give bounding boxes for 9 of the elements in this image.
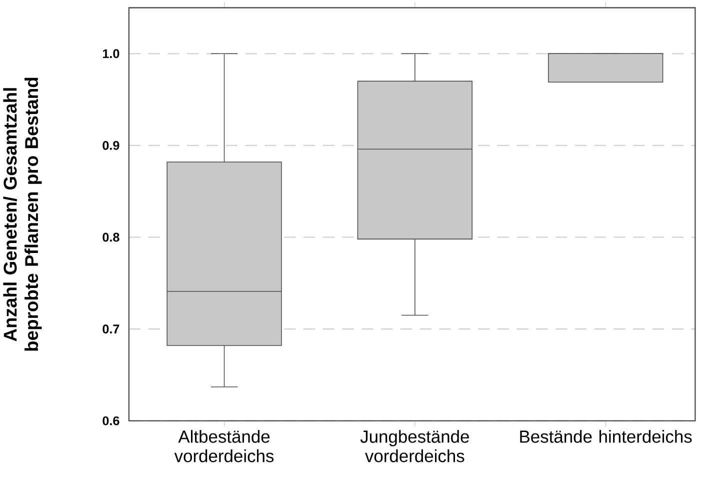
x-tick-label: Altbestände vorderdeichs [174,430,274,462]
x-tick-label: Jungbestände vorderdeichs [360,430,469,462]
y-tick-label: 0.8 [102,232,120,242]
y-axis-title: Anzahl Geneten/ Gesamtzahl beprobte Pflanzen pro Bestand [3,78,42,351]
y-tick-label: 1.0 [102,49,120,58]
y-tick-label: 0.7 [102,324,120,334]
y-tick-label: 0.6 [102,416,120,426]
x-tick-label: Bestände hinterdeichs [520,430,692,444]
y-tick-label: 0.9 [102,141,120,150]
